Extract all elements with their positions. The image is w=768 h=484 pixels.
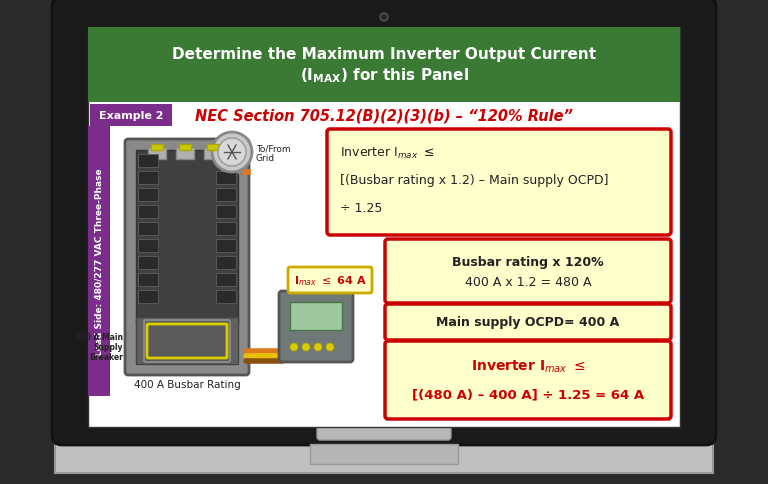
- Bar: [216, 273, 236, 287]
- Bar: [55, 431, 713, 473]
- Bar: [88, 28, 680, 103]
- Bar: [216, 223, 236, 236]
- Bar: [216, 155, 236, 167]
- Text: 400 A x 1.2 = 480 A: 400 A x 1.2 = 480 A: [465, 276, 591, 289]
- Text: [(Busbar rating x 1.2) – Main supply OCPD]: [(Busbar rating x 1.2) – Main supply OCP…: [340, 174, 608, 187]
- Bar: [138, 155, 158, 167]
- Text: [(480 A) – 400 A] ÷ 1.25 = 64 A: [(480 A) – 400 A] ÷ 1.25 = 64 A: [412, 388, 644, 401]
- Circle shape: [326, 343, 334, 351]
- Bar: [138, 257, 158, 270]
- FancyBboxPatch shape: [288, 268, 372, 293]
- Text: Busbar rating x 120%: Busbar rating x 120%: [452, 256, 604, 269]
- FancyBboxPatch shape: [317, 424, 451, 440]
- Text: I$_{max}$ $\leq$ 64 A: I$_{max}$ $\leq$ 64 A: [293, 273, 366, 287]
- FancyBboxPatch shape: [279, 291, 353, 362]
- Text: Determine the Maximum Inverter Output Current: Determine the Maximum Inverter Output Cu…: [172, 47, 596, 62]
- Text: Grid: Grid: [256, 154, 275, 163]
- FancyBboxPatch shape: [327, 130, 671, 236]
- Bar: [216, 172, 236, 184]
- Bar: [138, 240, 158, 253]
- Circle shape: [382, 16, 386, 20]
- Bar: [138, 223, 158, 236]
- Text: Breaker: Breaker: [89, 353, 123, 362]
- Bar: [138, 172, 158, 184]
- Circle shape: [212, 133, 252, 173]
- Text: Inverter I$_{max}$ $\leq$: Inverter I$_{max}$ $\leq$: [471, 358, 585, 375]
- Bar: [310, 444, 458, 464]
- Bar: [88, 127, 110, 396]
- FancyBboxPatch shape: [385, 304, 671, 340]
- Text: To/From: To/From: [256, 144, 290, 153]
- Bar: [138, 206, 158, 219]
- Bar: [216, 189, 236, 201]
- Text: Supply: Supply: [94, 343, 123, 352]
- Bar: [179, 145, 191, 151]
- Bar: [216, 257, 236, 270]
- Circle shape: [380, 14, 388, 22]
- Circle shape: [218, 139, 246, 166]
- FancyBboxPatch shape: [125, 140, 249, 375]
- Text: ÷ 1.25: ÷ 1.25: [340, 202, 382, 215]
- Text: Example 2: Example 2: [99, 111, 164, 121]
- Circle shape: [302, 343, 310, 351]
- FancyBboxPatch shape: [385, 341, 671, 419]
- Bar: [88, 28, 680, 427]
- Text: Load Side: 480/277 VAC Three-Phase: Load Side: 480/277 VAC Three-Phase: [94, 168, 104, 355]
- Text: 400 A Busbar Rating: 400 A Busbar Rating: [134, 379, 240, 389]
- Bar: [90, 105, 172, 127]
- Bar: [204, 148, 222, 160]
- FancyBboxPatch shape: [52, 0, 716, 445]
- Text: Inverter I$_{max}$ $\leq$: Inverter I$_{max}$ $\leq$: [340, 145, 434, 160]
- Text: 400 A Main: 400 A Main: [75, 333, 123, 342]
- Bar: [148, 148, 166, 160]
- Text: NEC Section 705.12(B)(2)(3)(b) – “120% Rule”: NEC Section 705.12(B)(2)(3)(b) – “120% R…: [195, 108, 573, 123]
- Bar: [136, 151, 238, 325]
- Bar: [138, 189, 158, 201]
- Bar: [176, 148, 194, 160]
- Bar: [151, 145, 163, 151]
- FancyBboxPatch shape: [144, 320, 230, 362]
- Bar: [136, 318, 238, 364]
- Circle shape: [290, 343, 298, 351]
- FancyBboxPatch shape: [385, 240, 671, 303]
- Bar: [216, 206, 236, 219]
- Bar: [138, 290, 158, 303]
- Bar: [216, 240, 236, 253]
- Text: Main supply OCPD= 400 A: Main supply OCPD= 400 A: [436, 316, 620, 329]
- Bar: [138, 273, 158, 287]
- Bar: [290, 302, 342, 330]
- Text: (I$_\mathbf{MAX}$) for this Panel: (I$_\mathbf{MAX}$) for this Panel: [300, 66, 468, 85]
- Bar: [216, 290, 236, 303]
- Circle shape: [314, 343, 322, 351]
- Bar: [207, 145, 219, 151]
